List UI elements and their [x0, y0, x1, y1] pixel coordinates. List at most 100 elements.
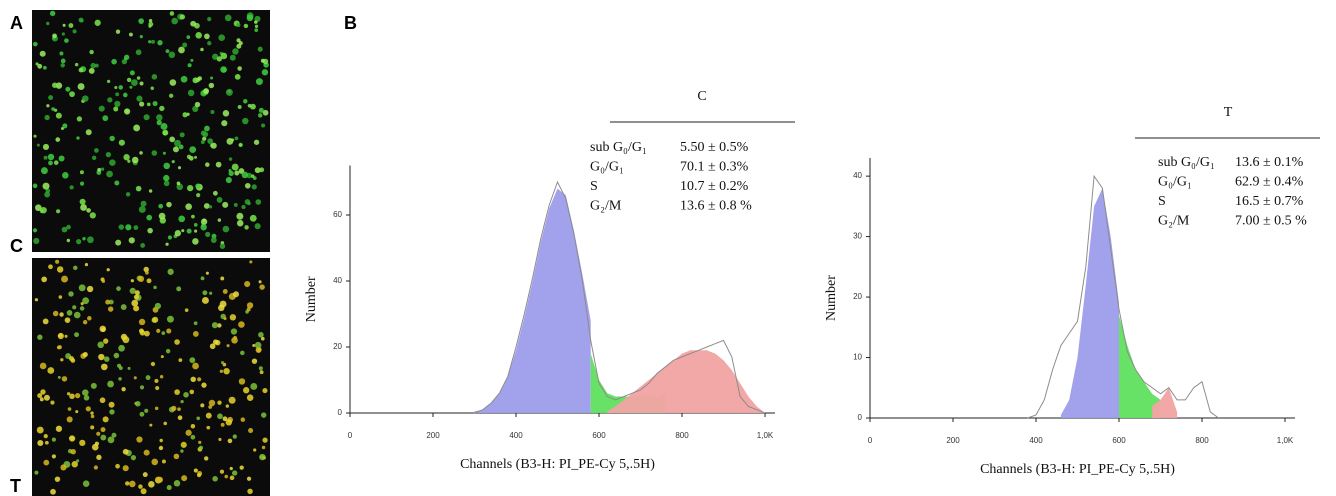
cell — [86, 208, 91, 213]
cell — [202, 297, 209, 304]
cell — [43, 155, 48, 160]
outline — [1027, 174, 1219, 419]
cell — [173, 453, 180, 460]
cell — [178, 144, 184, 150]
cell — [69, 393, 75, 400]
cell — [47, 153, 55, 161]
cell — [90, 382, 97, 389]
cell — [249, 214, 257, 222]
cell — [165, 49, 170, 54]
cell — [59, 312, 64, 317]
cell — [206, 425, 211, 430]
cell — [168, 93, 174, 98]
cell — [96, 431, 101, 436]
cell — [118, 139, 125, 146]
cell — [163, 180, 170, 187]
cell — [244, 280, 251, 288]
cell — [179, 14, 186, 20]
cell — [135, 401, 141, 407]
cell — [39, 362, 47, 370]
cell — [220, 52, 228, 60]
cell — [64, 38, 69, 43]
cell — [90, 425, 95, 430]
cell — [194, 101, 201, 108]
cell — [210, 142, 217, 149]
cell — [145, 375, 151, 381]
cell — [224, 14, 232, 22]
table-label: S — [590, 179, 598, 194]
cell — [138, 18, 144, 24]
cell — [109, 409, 115, 415]
cell — [34, 298, 39, 302]
cell — [259, 370, 264, 375]
cell — [52, 33, 57, 39]
cell — [82, 480, 90, 487]
cell — [127, 366, 131, 370]
cell — [74, 393, 81, 399]
cell — [233, 291, 240, 298]
cell — [200, 224, 207, 231]
panel-label: T — [10, 476, 21, 496]
cell — [228, 157, 233, 161]
cell — [198, 445, 204, 450]
cell — [60, 464, 67, 471]
cell — [138, 484, 143, 489]
cell — [59, 51, 64, 56]
cell — [243, 23, 249, 29]
cell — [225, 88, 233, 96]
cell — [125, 481, 130, 486]
cell — [35, 62, 39, 66]
cell — [200, 47, 204, 52]
cell — [219, 469, 225, 474]
cell — [58, 295, 63, 299]
cell — [61, 32, 65, 36]
cell — [203, 88, 210, 94]
cell — [87, 236, 94, 244]
cell — [205, 412, 212, 419]
cell — [196, 473, 202, 478]
cell — [218, 304, 225, 312]
cell — [73, 311, 81, 319]
cell — [203, 456, 209, 461]
cell — [254, 24, 259, 28]
cell — [185, 429, 192, 436]
cell — [47, 367, 55, 374]
cell — [103, 356, 110, 362]
cell — [190, 20, 197, 27]
cell — [55, 259, 60, 264]
cell — [114, 180, 120, 186]
cell — [210, 110, 215, 115]
table-value: 62.9 ± 0.4% — [1235, 175, 1304, 190]
area — [474, 188, 591, 413]
cell — [160, 355, 164, 359]
cell — [103, 338, 109, 344]
cell — [43, 394, 50, 401]
table-label: sub G₀/G₁ — [1158, 155, 1215, 170]
cell — [127, 159, 131, 163]
cell — [115, 92, 120, 97]
cell — [254, 167, 261, 174]
cell — [48, 95, 54, 101]
cell — [45, 188, 51, 194]
cell — [228, 170, 234, 177]
cell — [200, 276, 205, 281]
cell — [212, 190, 218, 196]
cell — [150, 86, 154, 91]
table-label: S — [1158, 194, 1166, 209]
x-tick-label: 0 — [348, 431, 353, 440]
cell — [240, 417, 246, 422]
cell — [233, 335, 237, 340]
cell — [209, 343, 216, 350]
cell — [32, 228, 38, 233]
cell — [111, 432, 117, 438]
cell — [82, 352, 88, 358]
cell — [91, 443, 99, 451]
cell — [172, 146, 179, 153]
cell — [194, 229, 198, 233]
cell — [89, 212, 96, 219]
cell — [108, 401, 115, 408]
cell — [228, 168, 232, 173]
cell — [55, 425, 63, 432]
